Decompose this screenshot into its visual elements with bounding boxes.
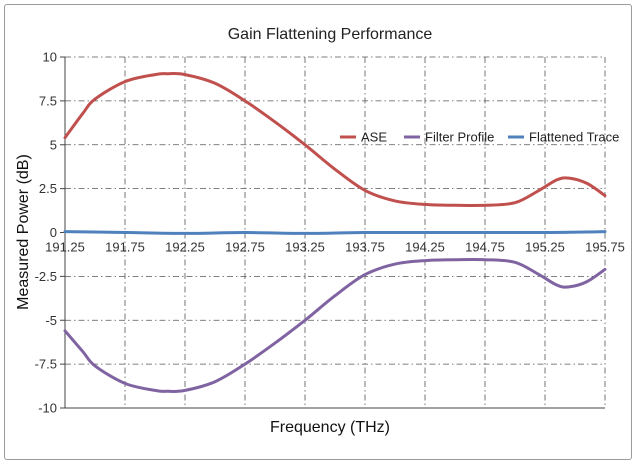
y-tick-label: -7.5 [35, 357, 57, 372]
tick-labels: 191.25 191.75 192.25 192.75 193.25 193.75 194.… [35, 50, 625, 416]
y-tick-label: -2.5 [35, 269, 57, 284]
y-tick-label: 2.5 [39, 181, 57, 196]
y-tick-label: -5 [45, 313, 57, 328]
series-lines [63, 72, 607, 393]
x-tick-label: 191.75 [105, 240, 145, 255]
x-tick-label: 195.25 [525, 240, 565, 255]
y-tick-label: 0 [50, 225, 57, 240]
x-axis-label: Frequency (THz) [270, 419, 390, 436]
series-line-2 [63, 230, 607, 235]
legend-entry: Filter Profile [425, 130, 494, 145]
x-tick-label: 194.75 [465, 240, 505, 255]
x-tick-label: 193.25 [285, 240, 325, 255]
y-tick-label: -10 [38, 401, 57, 416]
y-tick-label: 10 [43, 50, 57, 65]
y-tick-label: 7.5 [39, 93, 57, 108]
legend: ASE Filter Profile Flattened Trace [340, 130, 619, 145]
series-line-1 [63, 257, 607, 393]
x-tick-label: 193.75 [345, 240, 385, 255]
grid [65, 56, 606, 408]
chart-title: Gain Flattening Performance [228, 26, 433, 43]
series-line-0 [63, 72, 607, 208]
x-tick-label: 192.25 [165, 240, 205, 255]
y-axis-label: Measured Power (dB) [15, 154, 32, 310]
legend-entry: ASE [361, 130, 387, 145]
x-tick-label: 195.75 [585, 240, 625, 255]
y-tick-label: 5 [50, 137, 57, 152]
x-tick-label: 191.25 [45, 240, 85, 255]
legend-entry: Flattened Trace [529, 130, 619, 145]
x-tick-label: 194.25 [405, 240, 445, 255]
x-tick-label: 192.75 [225, 240, 265, 255]
